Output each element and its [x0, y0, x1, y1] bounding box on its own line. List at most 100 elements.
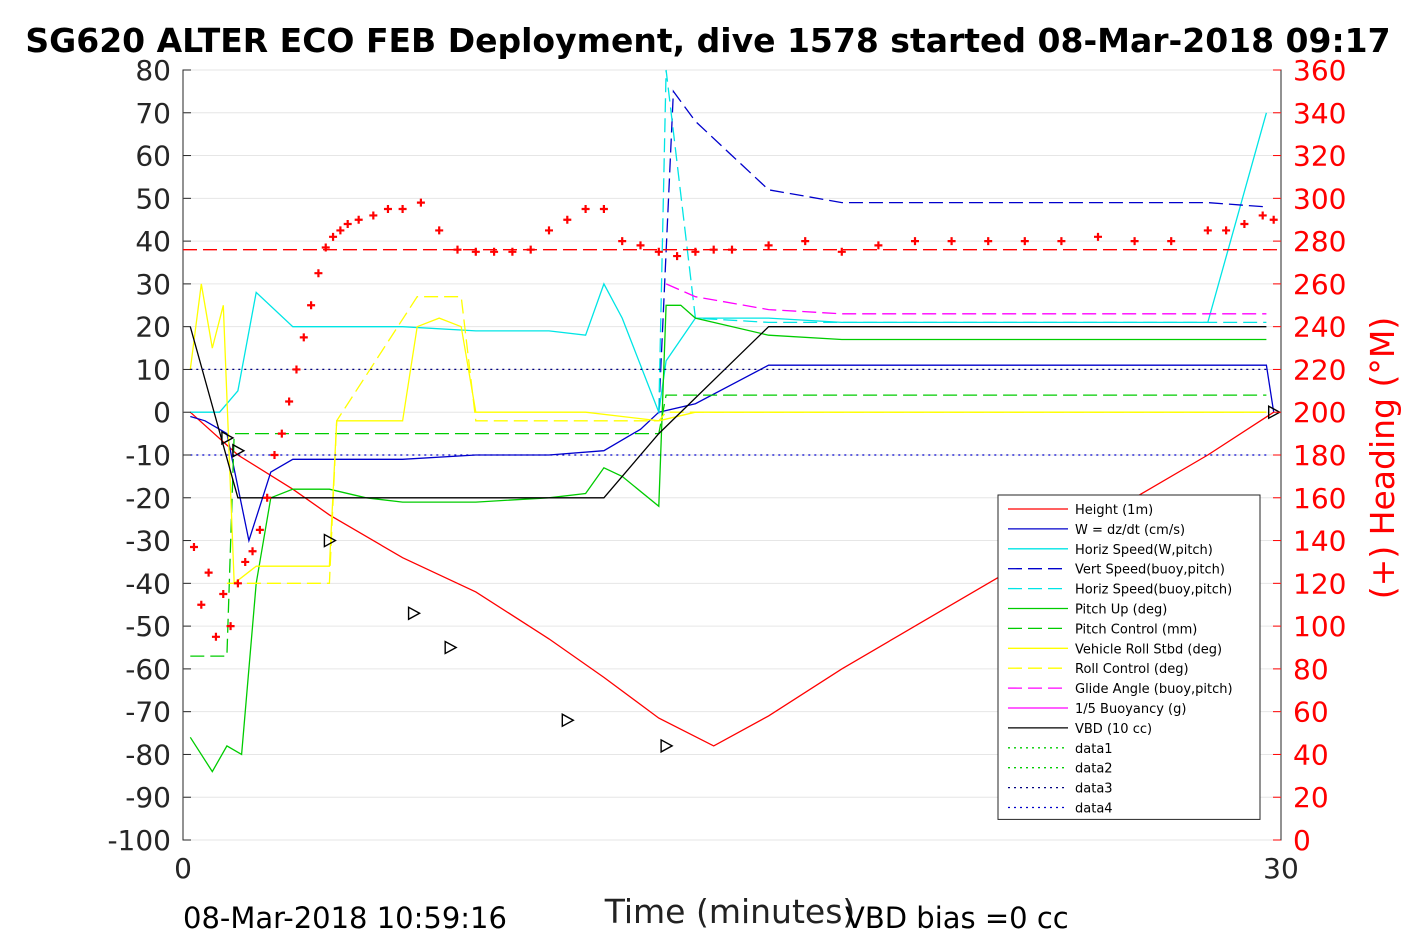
series-line — [190, 394, 1267, 657]
right-tick-label: 340 — [1293, 97, 1346, 130]
legend-entry-label: data3 — [1075, 782, 1113, 797]
heading-point — [292, 365, 301, 374]
left-tick-label: -100 — [107, 824, 171, 857]
heading-point — [435, 226, 444, 235]
legend-entry-label: Vert Speed(buoy,pitch) — [1075, 563, 1225, 578]
x-axis-label: Time (minutes) — [604, 892, 856, 931]
series-line — [658, 69, 1267, 413]
right-axis-label: (+) Heading (°M) — [1363, 317, 1402, 599]
x-axis-ticks: 0 30 — [174, 832, 1299, 885]
heading-point — [314, 269, 323, 278]
heading-point — [248, 547, 257, 556]
heading-point — [1203, 226, 1212, 235]
heading-point — [336, 226, 345, 235]
heading-point — [285, 397, 294, 406]
triangle-marker — [444, 640, 458, 655]
right-tick-label: 220 — [1293, 353, 1346, 386]
heading-point — [1269, 215, 1278, 224]
left-tick-label: -10 — [125, 439, 171, 472]
heading-point — [189, 542, 198, 551]
legend-entry-label: Horiz Speed(W,pitch) — [1075, 543, 1213, 558]
legend-entry-label: data4 — [1075, 802, 1113, 817]
series-line — [665, 283, 1267, 315]
series-line — [658, 89, 1267, 413]
left-tick-label: 40 — [135, 225, 171, 258]
heading-point — [354, 215, 363, 224]
heading-point — [581, 205, 590, 214]
heading-point — [654, 247, 663, 256]
heading-point — [277, 429, 286, 438]
heading-point — [343, 220, 352, 228]
right-tick-label: 160 — [1293, 482, 1346, 515]
series-line — [189, 304, 1267, 773]
legend-entry-label: data2 — [1075, 762, 1113, 777]
heading-point — [1167, 237, 1176, 246]
right-tick-label: 280 — [1293, 225, 1346, 258]
triangle-marker — [232, 443, 246, 458]
heading-point — [1057, 237, 1066, 246]
right-tick-label: 260 — [1293, 268, 1346, 301]
heading-point — [636, 241, 645, 250]
triangle-marker — [221, 430, 235, 446]
triangle-marker — [561, 713, 575, 728]
right-tick-label: 180 — [1293, 439, 1346, 472]
right-tick-label: 20 — [1293, 781, 1329, 814]
legend-entry-label: Horiz Speed(buoy,pitch) — [1075, 583, 1232, 598]
heading-point — [398, 205, 407, 214]
heading-point — [508, 247, 517, 256]
heading-point — [1020, 237, 1029, 246]
heading-point — [321, 243, 330, 252]
left-axis-ticks: 80 70 60 50 40 30 20 10 0 -10 -20 -30 -40 -50 -60 -70 -8… — [107, 54, 191, 857]
left-tick-label: -70 — [125, 696, 171, 729]
heading-point — [545, 226, 553, 235]
legend-entry-label: 1/5 Buoyancy (g) — [1075, 702, 1186, 717]
right-tick-label: 200 — [1293, 396, 1346, 429]
heading-point — [1094, 232, 1102, 241]
heading-point — [453, 245, 462, 254]
right-tick-label: 60 — [1293, 696, 1329, 729]
heading-point — [1130, 237, 1139, 246]
heading-point — [1258, 211, 1267, 220]
heading-point — [329, 232, 338, 241]
x-tick-label: 30 — [1263, 852, 1299, 885]
footer-vbd-bias: VBD bias =0 cc — [845, 901, 1069, 935]
right-tick-label: 300 — [1293, 182, 1346, 215]
left-tick-label: -50 — [125, 610, 171, 643]
left-tick-label: 80 — [135, 54, 171, 87]
right-tick-label: 140 — [1293, 525, 1346, 558]
left-tick-label: 30 — [135, 268, 171, 301]
legend-entry-label: W = dz/dt (cm/s) — [1075, 523, 1185, 538]
heading-point — [197, 600, 206, 609]
right-tick-label: 240 — [1293, 311, 1346, 344]
heading-markers — [189, 198, 1278, 641]
series-line — [189, 326, 1267, 499]
heading-point — [947, 237, 956, 246]
x-tick-label: 0 — [174, 852, 192, 885]
triangle-marker — [1267, 405, 1282, 420]
right-tick-label: 0 — [1293, 824, 1311, 857]
heading-point — [563, 215, 572, 224]
heading-point — [526, 245, 535, 254]
left-tick-label: -90 — [125, 781, 171, 814]
heading-point — [874, 241, 883, 250]
footer-timestamp: 08-Mar-2018 10:59:16 — [183, 901, 507, 935]
left-tick-label: 10 — [135, 353, 171, 386]
heading-point — [307, 301, 316, 310]
legend-entry-label: data1 — [1075, 742, 1113, 757]
heading-point — [618, 237, 627, 246]
legend-entry-label: Pitch Control (mm) — [1075, 622, 1197, 637]
right-axis-ticks: 3603403203002802602402202001801601401201… — [1273, 54, 1346, 857]
heading-point — [211, 632, 220, 641]
heading-point — [233, 579, 242, 588]
chart-title: SG620 ALTER ECO FEB Deployment, dive 157… — [25, 21, 1390, 60]
heading-point — [490, 247, 499, 256]
heading-point — [369, 211, 378, 220]
legend-entry-label: Glide Angle (buoy,pitch) — [1075, 682, 1233, 697]
right-tick-label: 100 — [1293, 610, 1346, 643]
triangle-marker — [660, 738, 674, 754]
left-tick-label: 70 — [135, 97, 171, 130]
heading-point — [911, 237, 919, 246]
heading-point — [383, 205, 392, 214]
left-tick-label: 60 — [135, 140, 171, 173]
